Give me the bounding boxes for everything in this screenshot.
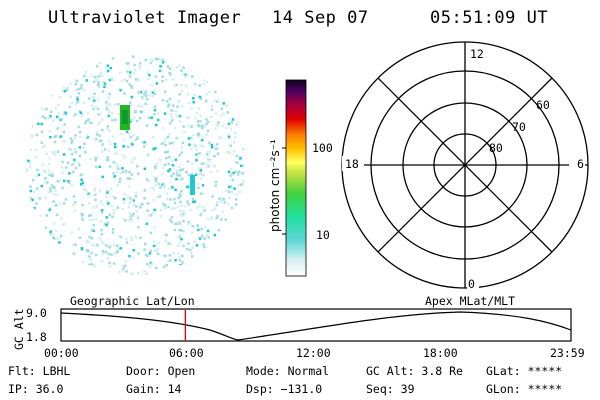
orbit-y-tick-top: 9.0 <box>26 306 47 320</box>
orbit-y-label: GC Alt <box>12 308 26 350</box>
mlat-label-60: 60 <box>536 98 550 112</box>
status-dsp: Dsp: −131.0 <box>246 382 323 396</box>
polar-grid <box>341 41 589 289</box>
orbit-left-title: Geographic Lat/Lon <box>70 294 195 308</box>
status-door: Door: Open <box>126 364 196 378</box>
status-seq: Seq: 39 <box>366 382 415 396</box>
orbit-y-tick-bottom: 1.8 <box>26 330 47 344</box>
status-glon: GLon: ***** <box>486 382 563 396</box>
time-readout: 05:51:09 UT <box>430 8 549 28</box>
status-mode: Mode: Normal <box>246 364 330 378</box>
status-flt: Flt: LBHL <box>8 364 71 378</box>
uv-image-disk <box>25 55 245 275</box>
date-readout: 14 Sep 07 <box>272 8 369 28</box>
orbit-plot <box>60 308 572 342</box>
mlat-label-80: 80 <box>489 141 503 155</box>
altitude-curve <box>60 311 572 341</box>
mlt-label-12: 12 <box>470 47 484 61</box>
orbit-x-tick-2: 12:00 <box>296 346 331 360</box>
status-glat: GLat: ***** <box>486 364 563 378</box>
colorbar-tick-10: 10 <box>316 228 330 242</box>
mlt-label-6: 6 <box>577 157 584 171</box>
mlat-label-70: 70 <box>512 120 526 134</box>
orbit-x-tick-0: 00:00 <box>44 346 79 360</box>
colorbar <box>282 79 307 277</box>
orbit-x-tick-3: 18:00 <box>423 346 458 360</box>
colorbar-tick-100: 100 <box>312 141 333 155</box>
status-gc-alt: GC Alt: 3.8 Re <box>366 364 463 378</box>
colorbar-gradient <box>285 79 307 277</box>
mlt-label-0: 0 <box>468 277 475 291</box>
mlt-label-18: 18 <box>345 157 359 171</box>
status-ip: IP: 36.0 <box>8 382 64 396</box>
uv-image-speckle <box>25 55 245 275</box>
orbit-right-title: Apex MLat/MLT <box>425 294 516 308</box>
uv-cyan-spot <box>190 175 195 195</box>
status-gain: Gain: 14 <box>126 382 182 396</box>
orbit-plot-frame <box>60 308 572 342</box>
colorbar-label: photon cm⁻²s⁻¹ <box>268 139 282 232</box>
orbit-x-tick-4: 23:59 <box>550 346 585 360</box>
orbit-x-tick-1: 06:00 <box>169 346 204 360</box>
app-title: Ultraviolet Imager <box>48 8 242 28</box>
